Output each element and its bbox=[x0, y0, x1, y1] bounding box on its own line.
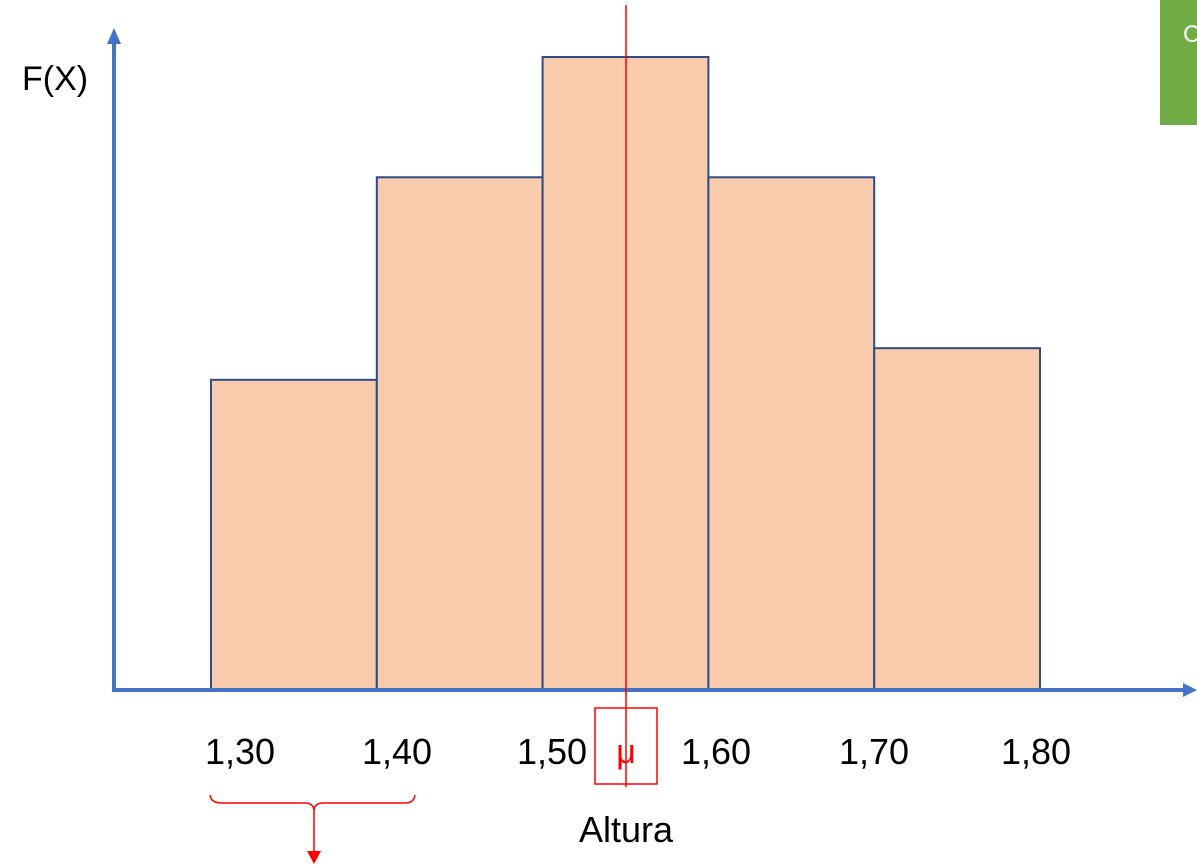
x-axis-arrowhead bbox=[1183, 683, 1197, 697]
x-tick-label: 1,30 bbox=[205, 731, 275, 772]
x-tick-label: 1,60 bbox=[681, 731, 751, 772]
histogram-bar bbox=[210, 378, 378, 691]
bracket-arrowhead bbox=[307, 851, 321, 864]
histogram-bar bbox=[707, 176, 876, 691]
interval-bracket bbox=[209, 794, 416, 811]
histogram-bar bbox=[375, 176, 544, 691]
corner-box bbox=[1160, 0, 1197, 125]
x-tick-label: 1,80 bbox=[1001, 731, 1071, 772]
histogram-bar bbox=[873, 347, 1042, 691]
x-tick-labels: 1,30 1,40 1,50 1,60 1,70 1,80 bbox=[205, 731, 1071, 772]
x-tick-label: 1,50 bbox=[517, 731, 587, 772]
corner-box-text: C bbox=[1183, 21, 1197, 48]
y-axis-arrowhead bbox=[107, 28, 121, 44]
x-tick-label: 1,70 bbox=[839, 731, 909, 772]
y-axis-label: F(X) bbox=[22, 60, 88, 98]
mean-box bbox=[594, 707, 658, 785]
x-tick-label: 1,40 bbox=[362, 731, 432, 772]
x-axis-label: Altura bbox=[579, 809, 674, 850]
mean-label: μ bbox=[616, 733, 636, 771]
